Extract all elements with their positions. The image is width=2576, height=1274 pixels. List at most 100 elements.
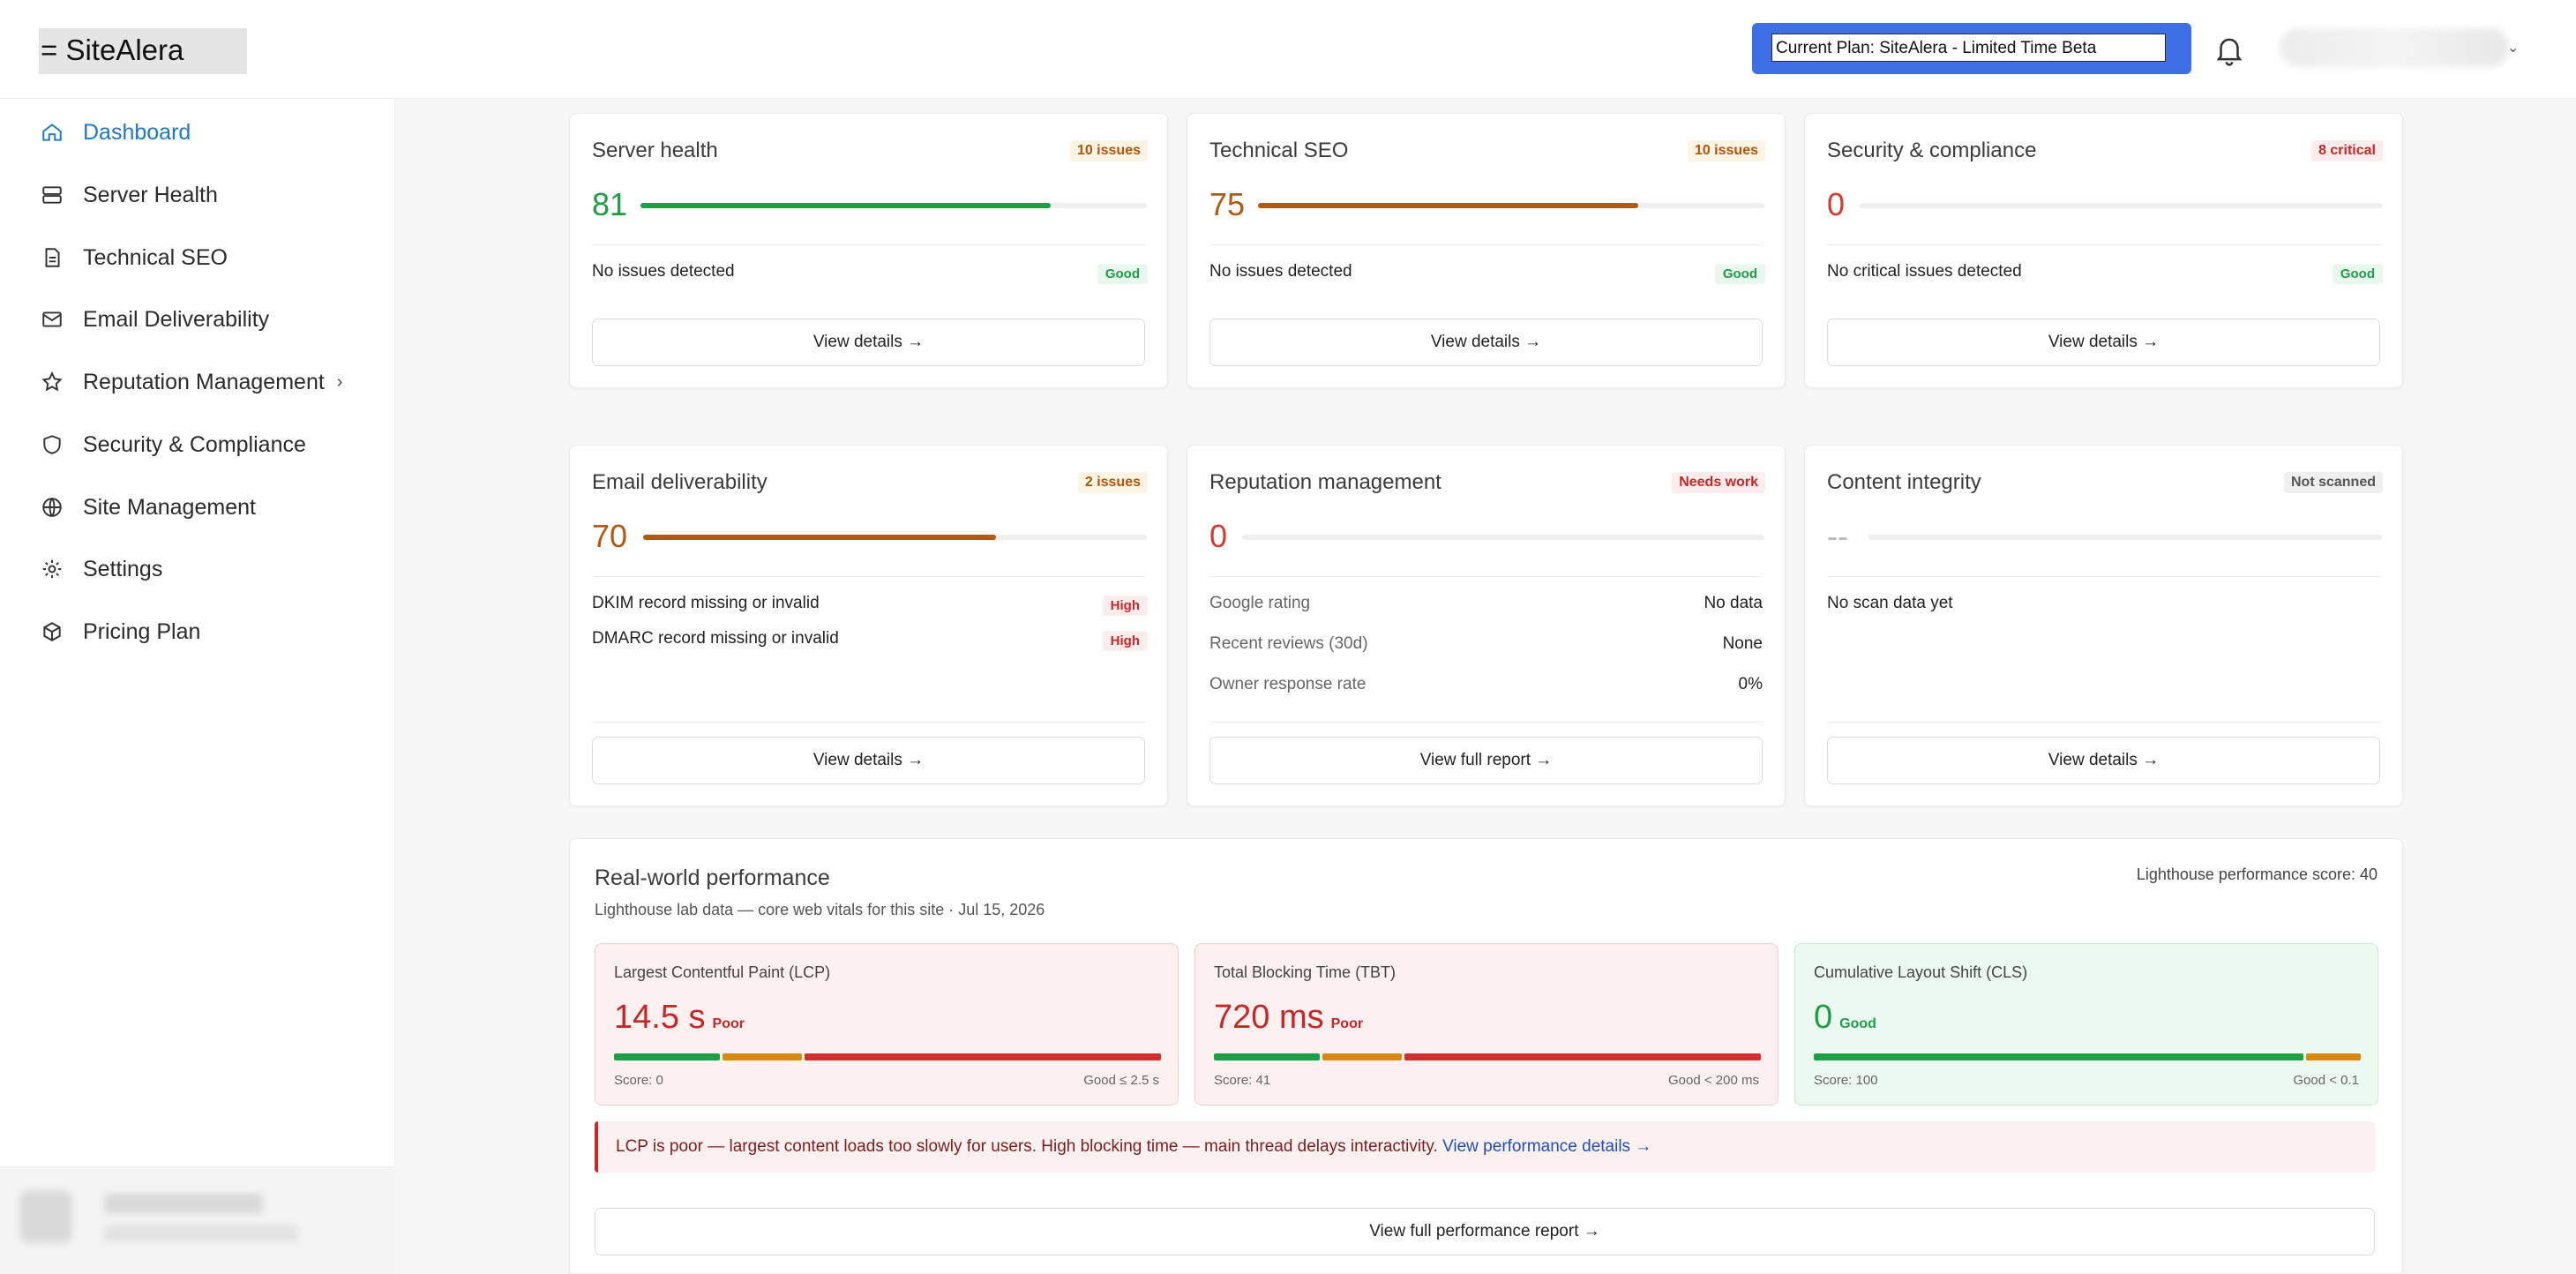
metric-label: Recent reviews (30d) bbox=[1209, 634, 1368, 653]
issue-row-dmarc: DMARC record missing or invalid bbox=[592, 629, 839, 648]
scale-poor-segment bbox=[1404, 1053, 1761, 1060]
sidebar-item-label: Site Management bbox=[83, 494, 256, 520]
account-footer[interactable] bbox=[0, 1166, 395, 1274]
section-subtitle: Lighthouse lab data — core web vitals fo… bbox=[595, 901, 1045, 918]
metric-threshold: Good ≤ 2.5 s bbox=[1083, 1073, 1159, 1088]
performance-card: Real-world performance Lighthouse lab da… bbox=[569, 838, 2403, 1274]
scale-needs-work-segment bbox=[723, 1053, 802, 1060]
view-details-button[interactable]: View details → bbox=[592, 737, 1145, 784]
server-health-card: Server health 10 issues 81 No issues det… bbox=[569, 113, 1168, 388]
sidebar-item-security-compliance[interactable]: Security & Compliance bbox=[39, 420, 306, 469]
scale-needs-work-segment bbox=[1322, 1053, 1402, 1060]
score-value: 0 bbox=[1209, 518, 1228, 554]
score-bar-fill bbox=[640, 203, 1051, 208]
issues-badge: 10 issues bbox=[1069, 140, 1148, 161]
sidebar: Dashboard Server Health Technical SEO Em… bbox=[0, 99, 395, 1274]
user-menu[interactable] bbox=[2280, 28, 2509, 67]
sidebar-item-label: Dashboard bbox=[83, 119, 191, 145]
divider bbox=[1209, 722, 1763, 723]
metric-value: None bbox=[1722, 634, 1763, 653]
divider bbox=[1827, 722, 2380, 723]
view-details-button[interactable]: View details → bbox=[1209, 318, 1763, 366]
view-performance-details-link[interactable]: View performance details → bbox=[1442, 1137, 1652, 1156]
scale-good-segment bbox=[1814, 1053, 2303, 1060]
sidebar-item-settings[interactable]: Settings bbox=[39, 544, 162, 594]
content-integrity-card: Content integrity Not scanned -- No scan… bbox=[1804, 445, 2403, 806]
score-bar bbox=[1868, 535, 2382, 540]
metric-value: No data bbox=[1704, 594, 1763, 612]
top-header: = SiteAlera Current Plan: SiteAlera - Li… bbox=[0, 0, 2576, 99]
status-row: No critical issues detected bbox=[1827, 262, 2022, 281]
performance-alert: LCP is poor — largest content loads too … bbox=[595, 1121, 2375, 1173]
sidebar-item-label: Reputation Management bbox=[83, 369, 325, 394]
divider bbox=[1827, 576, 2380, 577]
metric-status: Poor bbox=[712, 1016, 745, 1031]
metric-value: 0% bbox=[1738, 675, 1763, 693]
email-deliverability-card: Email deliverability 2 issues 70 DKIM re… bbox=[569, 445, 1168, 806]
sidebar-item-reputation-management[interactable]: Reputation Management › bbox=[39, 357, 342, 407]
severity-badge: High bbox=[1102, 631, 1148, 651]
metric-scale-bar bbox=[1814, 1053, 2361, 1060]
gear-icon bbox=[39, 556, 65, 582]
metric-threshold: Good < 200 ms bbox=[1668, 1073, 1759, 1088]
metric-threshold: Good < 0.1 bbox=[2293, 1073, 2359, 1088]
divider bbox=[1209, 244, 1763, 245]
metric-scale-bar bbox=[1214, 1053, 1761, 1060]
sidebar-item-technical-seo[interactable]: Technical SEO bbox=[39, 233, 228, 282]
sidebar-item-email-deliverability[interactable]: Email Deliverability bbox=[39, 295, 269, 344]
divider bbox=[1209, 576, 1763, 577]
scale-poor-segment bbox=[805, 1053, 1161, 1060]
view-full-performance-report-button[interactable]: View full performance report → bbox=[595, 1208, 2375, 1255]
view-details-button[interactable]: View details → bbox=[592, 318, 1145, 366]
mail-icon bbox=[39, 306, 65, 333]
metric-value: 720 ms bbox=[1214, 999, 1324, 1036]
metric-status: Good bbox=[1839, 1016, 1876, 1031]
score-value: 0 bbox=[1827, 186, 1846, 222]
metric-card-cls: Cumulative Layout Shift (CLS) 0 Good Scor… bbox=[1794, 943, 2378, 1105]
status-row: No issues detected bbox=[592, 262, 735, 281]
sidebar-item-site-management[interactable]: Site Management bbox=[39, 483, 256, 532]
divider bbox=[592, 722, 1145, 723]
score-bar bbox=[640, 203, 1147, 208]
score-bar-fill bbox=[1258, 203, 1638, 208]
bell-icon[interactable] bbox=[2213, 32, 2246, 67]
view-details-button[interactable]: View details → bbox=[1827, 737, 2380, 784]
card-title: Security & compliance bbox=[1827, 139, 2037, 162]
view-details-button[interactable]: View details → bbox=[1827, 318, 2380, 366]
alert-text: LCP is poor — largest content loads too … bbox=[616, 1137, 1438, 1156]
card-title: Content integrity bbox=[1827, 470, 1981, 494]
metric-scale-bar bbox=[614, 1053, 1161, 1060]
issues-badge: 2 issues bbox=[1077, 472, 1148, 493]
chevron-right-icon[interactable]: › bbox=[336, 371, 343, 392]
metric-value-wrap: 14.5 s Poor bbox=[614, 999, 745, 1037]
sidebar-item-label: Pricing Plan bbox=[83, 618, 201, 644]
avatar bbox=[19, 1190, 72, 1243]
document-icon bbox=[39, 244, 65, 271]
sidebar-item-pricing-plan[interactable]: Pricing Plan bbox=[39, 607, 200, 656]
sidebar-item-label: Server Health bbox=[83, 182, 218, 207]
score-bar bbox=[1860, 203, 2382, 208]
lighthouse-score: Lighthouse performance score: 40 bbox=[2136, 866, 2378, 883]
score-bar bbox=[1258, 203, 1764, 208]
sidebar-item-dashboard[interactable]: Dashboard bbox=[39, 108, 191, 157]
star-icon bbox=[39, 369, 65, 395]
status-badge: Good bbox=[1097, 264, 1148, 284]
chevron-down-icon[interactable]: ⌄ bbox=[2507, 41, 2520, 56]
metric-value: 14.5 s bbox=[614, 999, 706, 1036]
status-row: No issues detected bbox=[1209, 262, 1352, 281]
view-full-report-button[interactable]: View full report → bbox=[1209, 737, 1763, 784]
score-bar bbox=[1242, 535, 1764, 540]
score-bar-fill bbox=[643, 535, 996, 540]
score-value: 70 bbox=[592, 518, 628, 554]
app-logo[interactable]: = SiteAlera bbox=[39, 28, 247, 74]
severity-badge: High bbox=[1102, 596, 1148, 616]
plan-field[interactable]: Current Plan: SiteAlera - Limited Time B… bbox=[1771, 34, 2166, 62]
metric-card-tbt: Total Blocking Time (TBT) 720 ms Poor Sco… bbox=[1194, 943, 1778, 1105]
globe-icon bbox=[39, 494, 65, 521]
security-compliance-card: Security & compliance 8 critical 0 No cr… bbox=[1804, 113, 2403, 388]
home-icon bbox=[39, 119, 65, 146]
score-bar bbox=[643, 535, 1147, 540]
sidebar-item-server-health[interactable]: Server Health bbox=[39, 170, 218, 220]
metric-score: Score: 100 bbox=[1814, 1073, 1878, 1088]
metric-label: Total Blocking Time (TBT) bbox=[1214, 963, 1397, 981]
